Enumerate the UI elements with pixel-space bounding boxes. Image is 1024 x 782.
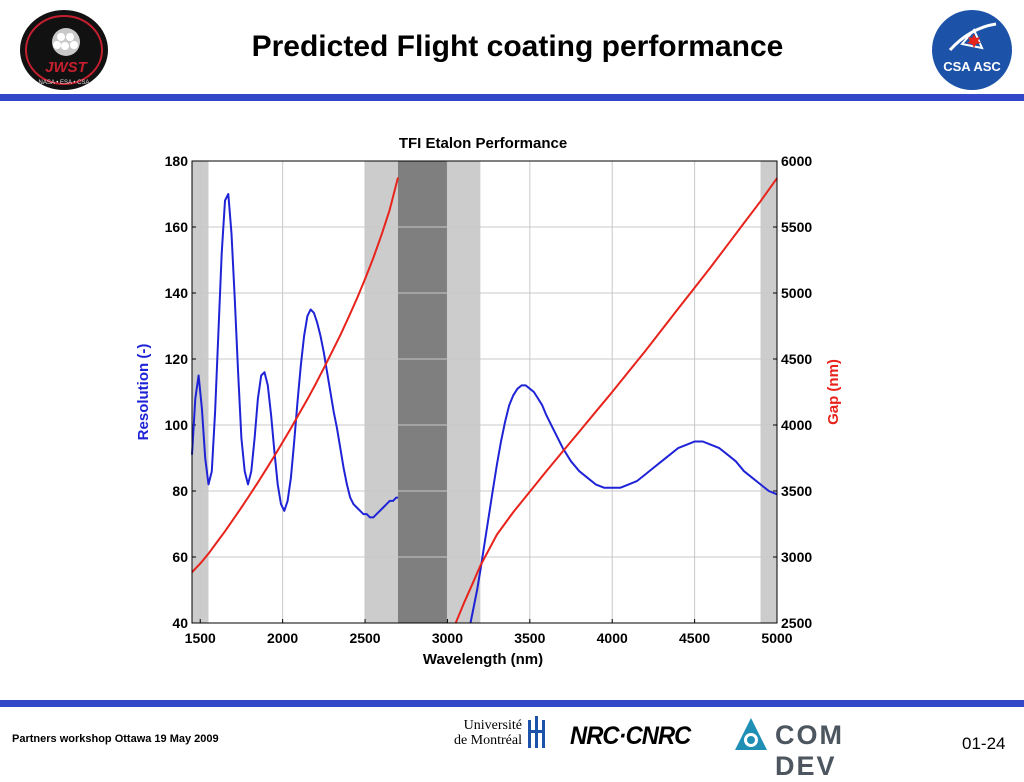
comdev-logo: COM DEV [733, 714, 903, 781]
shaded-band-2 [397, 161, 448, 623]
gap-series-line-3 [454, 177, 778, 624]
jwst-logo-text: JWST [45, 59, 89, 76]
y-left-tick-labels: 40 60 80 100 120 140 160 180 [165, 153, 189, 631]
footer-rule [0, 700, 1024, 707]
y-right-tick-label: 2500 [781, 615, 812, 631]
shaded-bands [192, 161, 777, 623]
comdev-emblem-icon [735, 718, 767, 750]
y-right-tick-label: 5500 [781, 219, 812, 235]
x-tick-label: 3000 [432, 630, 463, 646]
y-right-tick-label: 3000 [781, 549, 812, 565]
csa-logo: CSA ASC [930, 8, 1014, 97]
y-left-tick-label: 160 [165, 219, 189, 235]
x-tick-label: 3500 [514, 630, 545, 646]
x-axis-label: Wavelength (nm) [423, 651, 543, 668]
udem-line-2: de Montréal [453, 733, 522, 748]
y-left-tick-label: 80 [172, 483, 188, 499]
udem-logo: Université de Montréal [446, 716, 556, 756]
plot-frame [191, 160, 778, 624]
grid-lines [192, 160, 778, 624]
shaded-band-1 [365, 161, 398, 623]
slide-title: Predicted Flight coating performance [251, 30, 784, 63]
x-tick-label: 5000 [761, 630, 792, 646]
y-left-axis-label: Resolution (-) [135, 344, 152, 441]
x-tick-label: 1500 [185, 630, 216, 646]
y-left-tick-label: 100 [165, 417, 189, 433]
udem-line-1: Université [463, 718, 522, 733]
series-lines [191, 177, 778, 624]
y-left-tick-label: 60 [172, 549, 188, 565]
y-right-tick-label: 4000 [781, 417, 812, 433]
y-right-tick-labels: 2500 3000 3500 4000 4500 5000 5500 6000 [781, 153, 812, 631]
chart-title: TFI Etalon Performance [399, 135, 567, 152]
x-tick-label: 4000 [597, 630, 628, 646]
shaded-band-4 [760, 161, 777, 623]
gap-series-line-2 [191, 177, 399, 573]
x-tick-labels: 1500 2000 2500 3000 3500 4000 4500 5000 [185, 630, 793, 646]
jwst-agencies-text: NASA • ESA • CSA [39, 80, 90, 86]
resolution-series-line-0 [191, 193, 398, 519]
y-left-tick-label: 180 [165, 153, 189, 169]
y-left-tick-label: 120 [165, 351, 189, 367]
udem-emblem-icon [528, 716, 545, 748]
page-number: 01-24 [962, 734, 1006, 753]
y-right-tick-label: 5000 [781, 285, 812, 301]
y-left-tick-label: 140 [165, 285, 189, 301]
resolution-series-line-1 [469, 384, 778, 624]
header-rule [0, 94, 1024, 101]
y-right-tick-label: 3500 [781, 483, 812, 499]
y-right-tick-label: 6000 [781, 153, 812, 169]
comdev-text: COM DEV [775, 720, 844, 781]
x-tick-label: 2000 [267, 630, 298, 646]
y-right-tick-label: 4500 [781, 351, 812, 367]
y-right-axis-label: Gap (nm) [825, 359, 842, 425]
x-tick-label: 2500 [349, 630, 380, 646]
csa-logo-text: CSA ASC [943, 59, 1001, 74]
nrc-logo: NRC·CNRC [570, 722, 691, 750]
etalon-performance-chart: TFI Etalon Performance 1500 2000 2500 3000 3… [135, 135, 842, 668]
x-tick-label: 4500 [679, 630, 710, 646]
jwst-logo: JWST NASA • ESA • CSA [18, 8, 110, 97]
shaded-band-3 [447, 161, 481, 623]
y-left-tick-label: 40 [172, 615, 188, 631]
footer-text: Partners workshop Ottawa 19 May 2009 [12, 733, 219, 745]
